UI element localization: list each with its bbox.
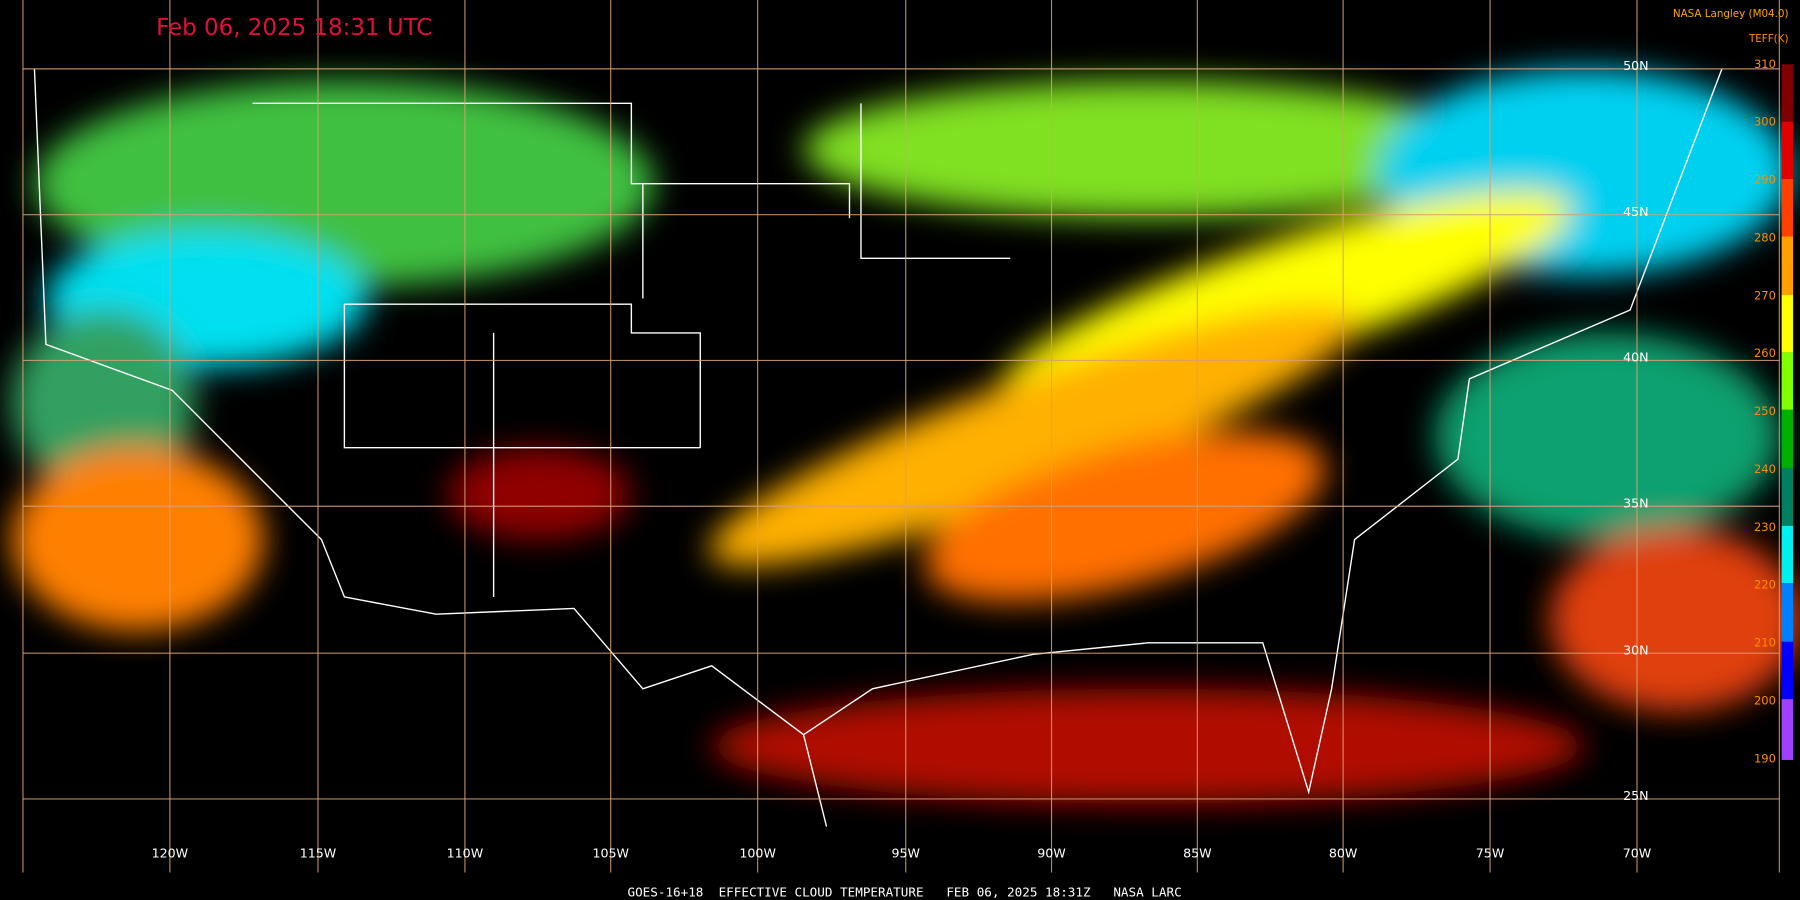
- colorbar-tick-label: 260: [1754, 346, 1776, 360]
- colorbar: [1781, 64, 1794, 760]
- colorbar-tick-label: 200: [1754, 693, 1776, 707]
- longitude-label: 110W: [447, 846, 484, 861]
- colorbar-tick-label: 230: [1754, 520, 1776, 534]
- colorbar-tick-label: 240: [1754, 462, 1776, 476]
- longitude-label: 95W: [891, 846, 920, 861]
- colorbar-tick-label: 310: [1754, 57, 1776, 71]
- longitude-label: 90W: [1037, 846, 1066, 861]
- graticule: [22, 0, 1780, 873]
- longitude-label: 115W: [300, 846, 337, 861]
- producer: NASA Langley (M04.0): [1673, 8, 1789, 20]
- caption: GOES-16+18 EFFECTIVE CLOUD TEMPERATURE F…: [627, 885, 1181, 900]
- longitude-label: 80W: [1329, 846, 1358, 861]
- latitude-label: 45N: [1623, 204, 1648, 219]
- colorbar-tick-label: 280: [1754, 230, 1776, 244]
- latitude-label: 50N: [1623, 58, 1648, 73]
- boundaries: [33, 68, 1723, 827]
- cloud-imagery: [11, 68, 1800, 804]
- longitude-label: 85W: [1183, 846, 1212, 861]
- latitude-label: 30N: [1623, 642, 1648, 657]
- longitude-label: 100W: [739, 846, 776, 861]
- colorbar-tick-label: 290: [1754, 173, 1776, 187]
- longitude-label: 120W: [152, 846, 189, 861]
- colorbar-tick-label: 210: [1754, 636, 1776, 650]
- timestamp: Feb 06, 2025 18:31 UTC: [156, 15, 432, 41]
- colorbar-tick-label: 250: [1754, 404, 1776, 418]
- latitude-label: 40N: [1623, 350, 1648, 365]
- longitude-label: 105W: [592, 846, 629, 861]
- colorbar-tick-label: 270: [1754, 288, 1776, 302]
- colorbar-tick-label: 300: [1754, 115, 1776, 129]
- longitude-label: 75W: [1476, 846, 1505, 861]
- colorbar-title: TEFF(K): [1748, 33, 1789, 45]
- colorbar-tick-label: 190: [1754, 751, 1776, 765]
- latitude-label: 35N: [1623, 495, 1648, 510]
- latitude-label: 25N: [1623, 788, 1648, 803]
- longitude-label: 70W: [1623, 846, 1652, 861]
- coastline: [33, 68, 1723, 827]
- state-lines: [252, 102, 1011, 597]
- colorbar-tick-label: 220: [1754, 578, 1776, 592]
